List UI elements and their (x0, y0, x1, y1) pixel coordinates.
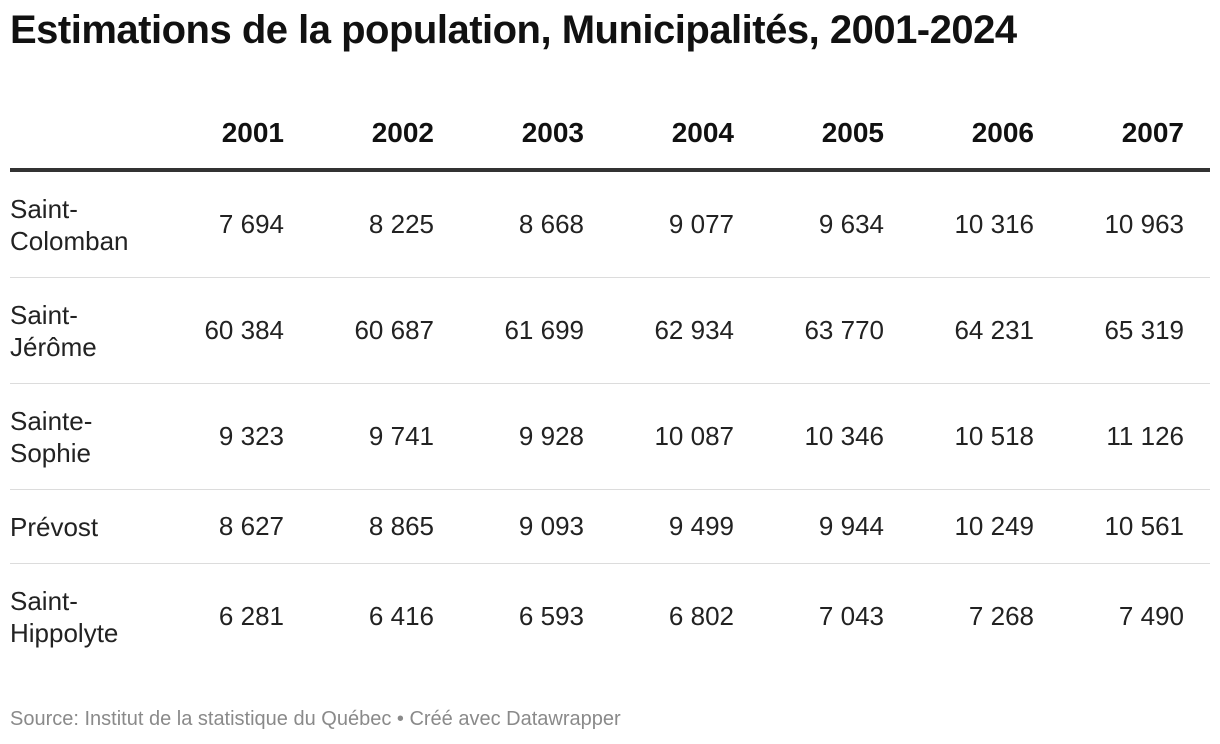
row-label-line: Prévost (10, 511, 99, 542)
table-cell: 60 687 (310, 277, 460, 384)
column-header: 2007 (1060, 98, 1210, 172)
column-header: 2005 (760, 98, 910, 172)
table-cell: 64 231 (910, 277, 1060, 384)
table-row: Prévost 8 627 8 865 9 093 9 499 9 944 10… (10, 489, 1210, 564)
table-cell: 9 323 (160, 383, 310, 490)
table-cell: 9 634 (760, 170, 910, 278)
table-cell: 10 087 (610, 383, 760, 490)
row-label: Sainte- Sophie (10, 383, 160, 490)
column-header: 2001 (160, 98, 310, 172)
table-cell: 10 963 (1060, 170, 1210, 278)
chart-title: Estimations de la population, Municipali… (10, 8, 1017, 52)
table-cell: 8 627 (160, 489, 310, 564)
table-row: Saint- Colomban 7 694 8 225 8 668 9 077 … (10, 170, 1210, 278)
source-note: Source: Institut de la statistique du Qu… (10, 708, 621, 730)
row-label-line: Sophie (10, 437, 91, 468)
table-cell: 9 499 (610, 489, 760, 564)
table-cell: 9 741 (310, 383, 460, 490)
column-header: 2006 (910, 98, 1060, 172)
population-table: 2001 2002 2003 2004 2005 2006 2007 Saint… (10, 98, 1210, 669)
row-label-line: Saint- (10, 193, 78, 224)
table-cell: 9 077 (610, 170, 760, 278)
row-label: Saint- Hippolyte (10, 564, 160, 670)
table-row: Saint- Jérôme 60 384 60 687 61 699 62 93… (10, 277, 1210, 384)
table-cell: 6 593 (518, 601, 584, 631)
table-cell: 10 518 (910, 383, 1060, 490)
table-cell: 7 268 (968, 601, 1034, 631)
column-header: 2002 (310, 98, 460, 172)
table-cell: 6 416 (368, 601, 434, 631)
table-cell: 7 694 (160, 170, 310, 278)
table-cell: 10 561 (1060, 489, 1210, 564)
table-cell: 60 384 (160, 277, 310, 384)
table-cell: 6 802 (668, 601, 734, 631)
table-cell: 10 346 (760, 383, 910, 490)
row-label-line: Saint- (10, 585, 78, 616)
table-cell: 7 043 (818, 601, 884, 631)
table-cell: 10 316 (910, 170, 1060, 278)
row-label-line: Colomban (10, 225, 129, 256)
table-cell: 61 699 (460, 277, 610, 384)
table-cell: 6 281 (218, 601, 284, 631)
table-cell: 9 928 (460, 383, 610, 490)
column-header: 2003 (460, 98, 610, 172)
row-label-line: Jérôme (10, 331, 97, 362)
table-cell: 10 249 (910, 489, 1060, 564)
table-cell: 7 490 (1118, 601, 1184, 631)
table-cell: 8 225 (310, 170, 460, 278)
table-row: Sainte- Sophie 9 323 9 741 9 928 10 087 … (10, 383, 1210, 490)
row-label-line: Sainte- (10, 405, 93, 436)
table-cell: 62 934 (610, 277, 760, 384)
corner-cell (10, 98, 160, 172)
row-label: Saint- Jérôme (10, 277, 160, 384)
row-label-line: Hippolyte (10, 617, 119, 648)
table-cell: 8 668 (460, 170, 610, 278)
table-cell: 8 865 (310, 489, 460, 564)
row-label: Prévost (10, 489, 160, 564)
table-cell: 11 126 (1060, 383, 1210, 490)
table-cell: 63 770 (760, 277, 910, 384)
table-cell: 9 093 (460, 489, 610, 564)
header-row: 2001 2002 2003 2004 2005 2006 2007 (10, 98, 1210, 172)
row-label-line: Saint- (10, 299, 78, 330)
table-row: Saint- Hippolyte 6 281 6 416 6 593 6 802… (10, 564, 1210, 670)
table-cell: 9 944 (760, 489, 910, 564)
column-header: 2004 (610, 98, 760, 172)
row-label: Saint- Colomban (10, 170, 160, 278)
table-cell: 65 319 (1060, 277, 1210, 384)
